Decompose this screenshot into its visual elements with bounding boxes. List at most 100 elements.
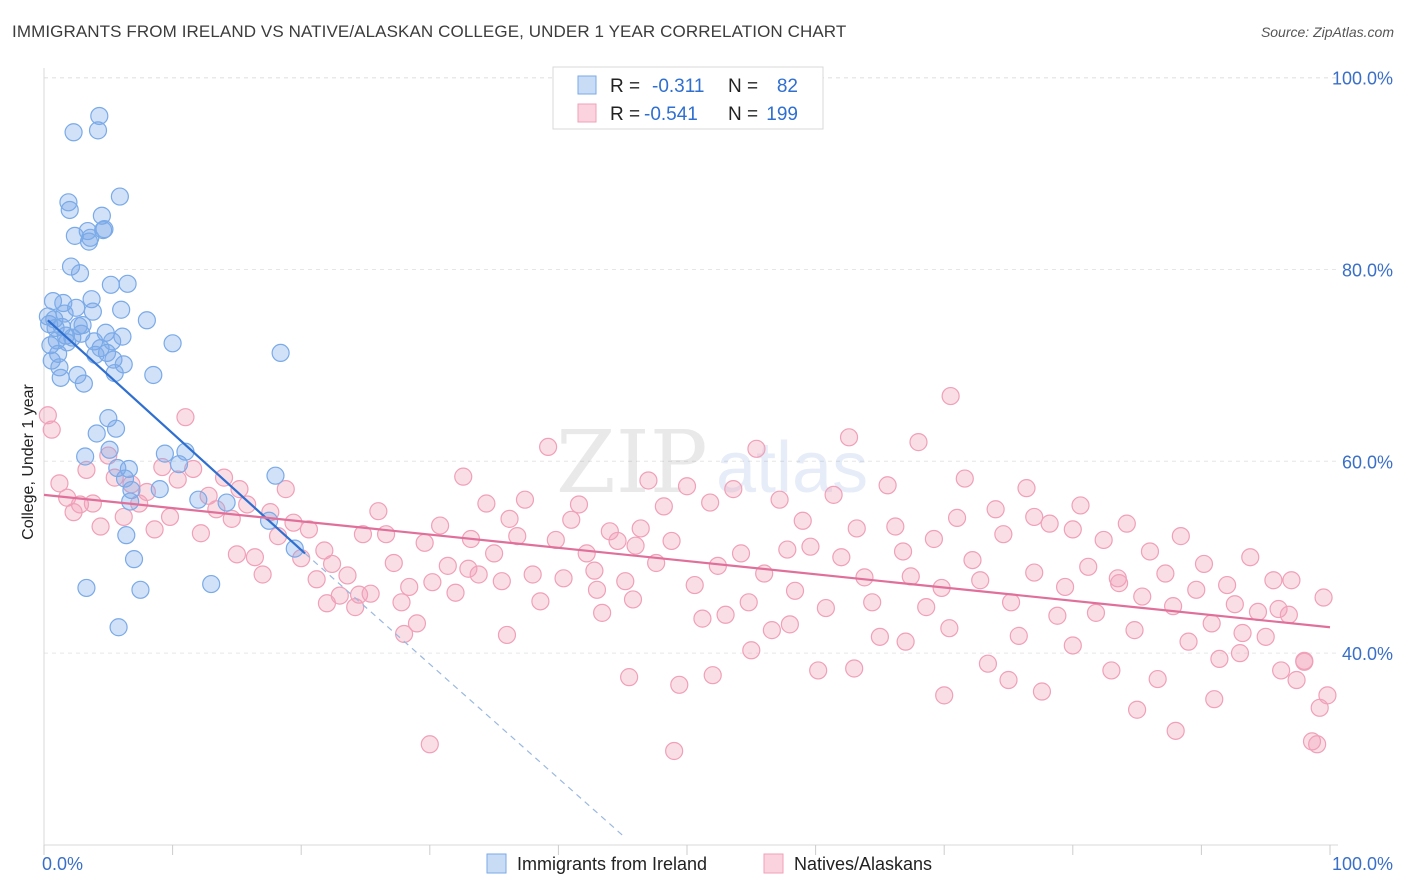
legend-swatch-ireland	[486, 853, 507, 874]
stats-r-value-2: -0.541	[644, 104, 698, 125]
immigrants-ireland-point	[103, 332, 122, 351]
natives-alaskans-point	[1125, 621, 1144, 640]
immigrants-ireland-point	[266, 466, 285, 485]
natives-alaskans-point	[1166, 721, 1185, 740]
x-tick-label-min: 0.0%	[42, 854, 83, 874]
natives-alaskans-point	[394, 624, 414, 644]
natives-alaskans-point	[585, 561, 604, 580]
natives-alaskans-point	[935, 686, 954, 705]
natives-alaskans-point	[1248, 602, 1268, 622]
natives-alaskans-point	[620, 668, 639, 687]
natives-alaskans-point	[376, 525, 396, 544]
natives-alaskans-point	[941, 386, 960, 406]
natives-alaskans-point	[1256, 627, 1275, 646]
natives-alaskans-point	[1218, 575, 1237, 595]
y-tick-label: 80.0%	[1342, 260, 1393, 280]
natives-alaskans-point	[665, 741, 684, 761]
natives-alaskans-point	[1140, 542, 1160, 561]
natives-alaskans-point	[785, 581, 805, 600]
natives-alaskans-point	[971, 571, 990, 590]
immigrants-ireland-point	[87, 424, 106, 443]
natives-alaskans-point	[446, 583, 465, 602]
immigrants-ireland-point	[110, 187, 129, 206]
immigrants-ireland-point	[77, 578, 96, 598]
natives-alaskans-point	[392, 593, 411, 612]
source-credit: Source: ZipAtlas.com	[1260, 24, 1394, 40]
natives-alaskans-point	[631, 519, 650, 538]
natives-alaskans-points	[38, 386, 1337, 761]
y-tick-label: 60.0%	[1342, 452, 1393, 472]
natives-alaskans-point	[1025, 507, 1044, 527]
natives-alaskans-point	[284, 513, 303, 532]
natives-alaskans-point	[924, 529, 944, 549]
natives-alaskans-point	[1282, 571, 1301, 590]
natives-alaskans-point	[1202, 614, 1221, 633]
natives-alaskans-point	[955, 469, 974, 488]
natives-alaskans-point	[214, 468, 234, 487]
natives-alaskans-point	[1233, 623, 1252, 643]
natives-alaskans-point	[947, 508, 967, 527]
immigrants-ireland-point	[64, 123, 83, 142]
natives-alaskans-point	[1264, 571, 1283, 590]
legend-label-ireland: Immigrants from Ireland	[517, 854, 707, 874]
natives-alaskans-point	[307, 570, 326, 589]
x-tick-label-max: 100.0%	[1332, 854, 1393, 874]
natives-alaskans-point	[1179, 632, 1198, 651]
natives-trendline	[43, 493, 1331, 629]
natives-alaskans-point	[191, 524, 210, 543]
natives-alaskans-point	[994, 525, 1013, 544]
natives-alaskans-point	[227, 545, 246, 564]
natives-alaskans-point	[469, 565, 488, 584]
stats-n-label-2: N =	[728, 104, 758, 125]
immigrants-ireland-point	[95, 220, 114, 239]
ireland-trendline-extension	[304, 552, 624, 836]
immigrants-ireland-point	[74, 374, 93, 393]
immigrants-ireland-point	[106, 419, 126, 438]
stats-swatch-natives	[577, 103, 597, 123]
natives-alaskans-point	[1086, 603, 1106, 622]
natives-alaskans-point	[1269, 599, 1288, 619]
immigrants-ireland-point	[101, 275, 120, 294]
immigrants-ireland-point	[88, 121, 108, 140]
natives-alaskans-point	[407, 614, 427, 633]
natives-alaskans-point	[724, 480, 743, 499]
natives-alaskans-point	[1314, 588, 1333, 607]
natives-alaskans-point	[762, 621, 781, 640]
y-axis-label: College, Under 1 year	[20, 384, 37, 540]
immigrants-ireland-point	[163, 334, 182, 353]
natives-alaskans-point	[1287, 670, 1306, 690]
natives-alaskans-point	[963, 550, 982, 570]
y-tick-labels: 40.0% 60.0% 80.0% 100.0%	[1332, 69, 1393, 665]
immigrants-ireland-point	[131, 580, 150, 599]
natives-alaskans-point	[909, 433, 928, 452]
immigrants-ireland-point	[100, 440, 119, 459]
immigrants-ireland-point	[122, 480, 141, 500]
natives-alaskans-point	[1230, 644, 1250, 663]
natives-alaskans-point	[50, 474, 69, 493]
ireland-trendline	[47, 319, 306, 555]
natives-alaskans-point	[168, 470, 187, 489]
stats-r-value-1: -0.311	[652, 76, 704, 97]
immigrants-ireland-point	[92, 206, 111, 225]
natives-alaskans-point	[554, 569, 573, 588]
natives-alaskans-point	[1009, 626, 1028, 645]
natives-alaskans-point	[1048, 606, 1067, 625]
immigrants-ireland-point	[97, 343, 117, 362]
natives-alaskans-point	[577, 544, 596, 563]
immigrants-ireland-point	[119, 459, 138, 479]
natives-alaskans-point	[515, 490, 535, 509]
natives-alaskans-point	[940, 619, 959, 638]
y-tick-label: 40.0%	[1342, 644, 1393, 664]
natives-alaskans-point	[1187, 580, 1206, 599]
immigrants-ireland-point	[90, 106, 109, 126]
immigrants-ireland-point	[118, 274, 137, 293]
natives-alaskans-point	[917, 598, 936, 617]
immigrants-ireland-point	[83, 302, 102, 321]
immigrants-ireland-point	[60, 200, 79, 220]
natives-alaskans-point	[1102, 661, 1121, 680]
immigrants-ireland-point	[155, 444, 174, 463]
natives-alaskans-point	[430, 516, 450, 535]
natives-alaskans-point	[523, 565, 542, 584]
natives-alaskans-point	[459, 559, 478, 578]
